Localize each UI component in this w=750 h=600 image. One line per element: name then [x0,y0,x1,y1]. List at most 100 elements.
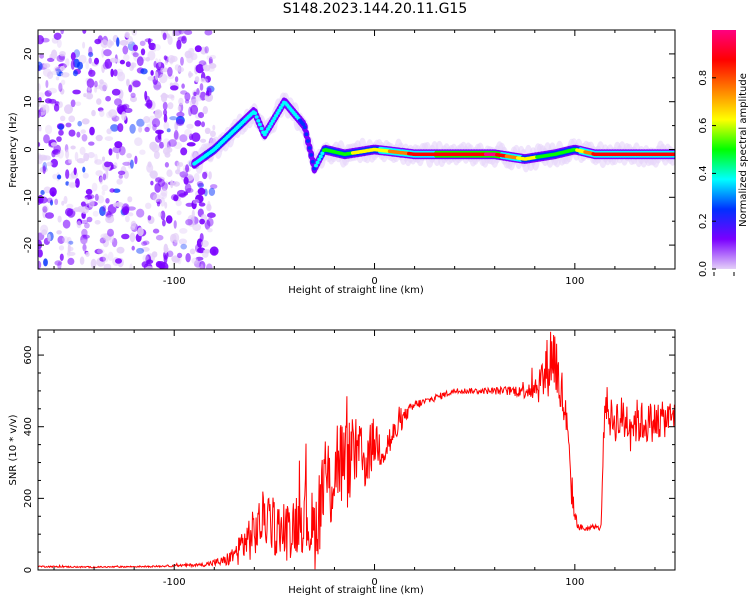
noise-blob [139,149,146,155]
noise-blob [194,76,200,83]
noise-blob [82,30,87,34]
noise-blob [122,161,131,166]
noise-blob [111,237,118,248]
noise-blob [162,32,167,41]
noise-blob [144,90,148,101]
noise-blob [162,138,171,148]
noise-blob [118,174,124,179]
noise-blob [199,218,206,225]
noise-blob [128,84,133,93]
noise-blob [116,37,120,47]
noise-blob [49,187,57,197]
noise-blob [47,233,51,242]
noise-blob [193,173,200,182]
noise-blob [65,149,70,159]
noise-blob [50,199,53,206]
snr-ytick-label: 600 [23,346,34,365]
noise-blob [65,122,72,128]
noise-blob [38,142,41,147]
noise-blob [68,115,76,123]
noise-blob [88,57,92,64]
noise-blob [190,104,199,115]
noise-blob [68,173,75,180]
noise-blob [106,128,112,135]
noise-blob [208,187,216,196]
noise-blob [121,203,130,214]
noise-blob [107,228,114,237]
noise-blob [97,195,105,204]
noise-blob [62,236,70,244]
colorbar-tick-label: 0.0 [698,261,709,277]
noise-blob [194,96,202,102]
noise-blob [57,215,62,223]
noise-blob [179,134,188,143]
noise-blob [84,222,90,229]
noise-blob [100,39,109,49]
noise-blob [51,150,56,158]
ridge-core [270,119,275,123]
noise-blob [42,105,47,110]
noise-blob [192,199,200,204]
noise-blob [59,65,65,71]
spectrogram-ytick-label: 10 [23,95,34,108]
noise-blob [132,52,139,58]
noise-blob [101,64,105,73]
noise-blob [206,263,213,269]
noise-blob [130,159,134,169]
noise-blob [204,46,209,54]
noise-blob [172,30,182,36]
noise-blob [101,48,105,58]
noise-blob [53,144,61,153]
colorbar: 0.0 0.2 0.4 0.6 0.8 Normalized spectral ampl… [698,30,749,277]
noise-blob [43,186,52,194]
noise-blob [58,101,63,108]
noise-blob [183,176,189,185]
noise-blob [99,109,105,118]
noise-blob [54,198,59,205]
noise-blob [82,245,87,250]
noise-blob [132,80,141,88]
noise-blob [95,134,103,142]
noise-blob [82,41,86,49]
noise-blob [82,234,90,239]
chart-title: S148.2023.144.20.11.G15 [282,1,468,17]
noise-blob [170,179,174,189]
noise-blob [164,201,168,209]
noise-blob [111,88,121,96]
noise-blob [102,61,109,70]
noise-blob [155,234,164,241]
noise-blob [176,189,186,197]
noise-blob [45,212,54,219]
noise-blob [47,57,55,63]
noise-blob [151,251,158,258]
noise-blob [200,46,208,55]
ridge-core [254,115,259,119]
noise-blob [198,202,206,207]
ridge-core [304,132,309,136]
noise-blob [180,56,184,66]
noise-blob [170,85,179,91]
noise-blob [149,171,158,178]
noise-blob [57,235,65,244]
noise-blob [164,162,169,168]
noise-blob [70,99,76,108]
ridge-core [256,119,261,123]
noise-blob [176,161,181,172]
ridge-core [259,126,264,131]
spectrogram-marks [38,30,675,269]
noise-blob [146,163,154,173]
noise-blob [76,131,81,138]
noise-blob [83,93,87,98]
noise-blob [94,193,99,201]
noise-blob [130,92,136,99]
noise-blob [153,84,162,90]
spectrogram-xlabel: Height of straight line (km) [288,285,424,296]
noise-blob [123,54,130,61]
noise-blob [82,243,87,252]
noise-blob [145,266,154,269]
noise-blob [199,260,206,269]
noise-blob [136,247,145,254]
noise-blob [101,184,109,191]
noise-blob [206,203,212,212]
noise-blob [150,70,154,76]
